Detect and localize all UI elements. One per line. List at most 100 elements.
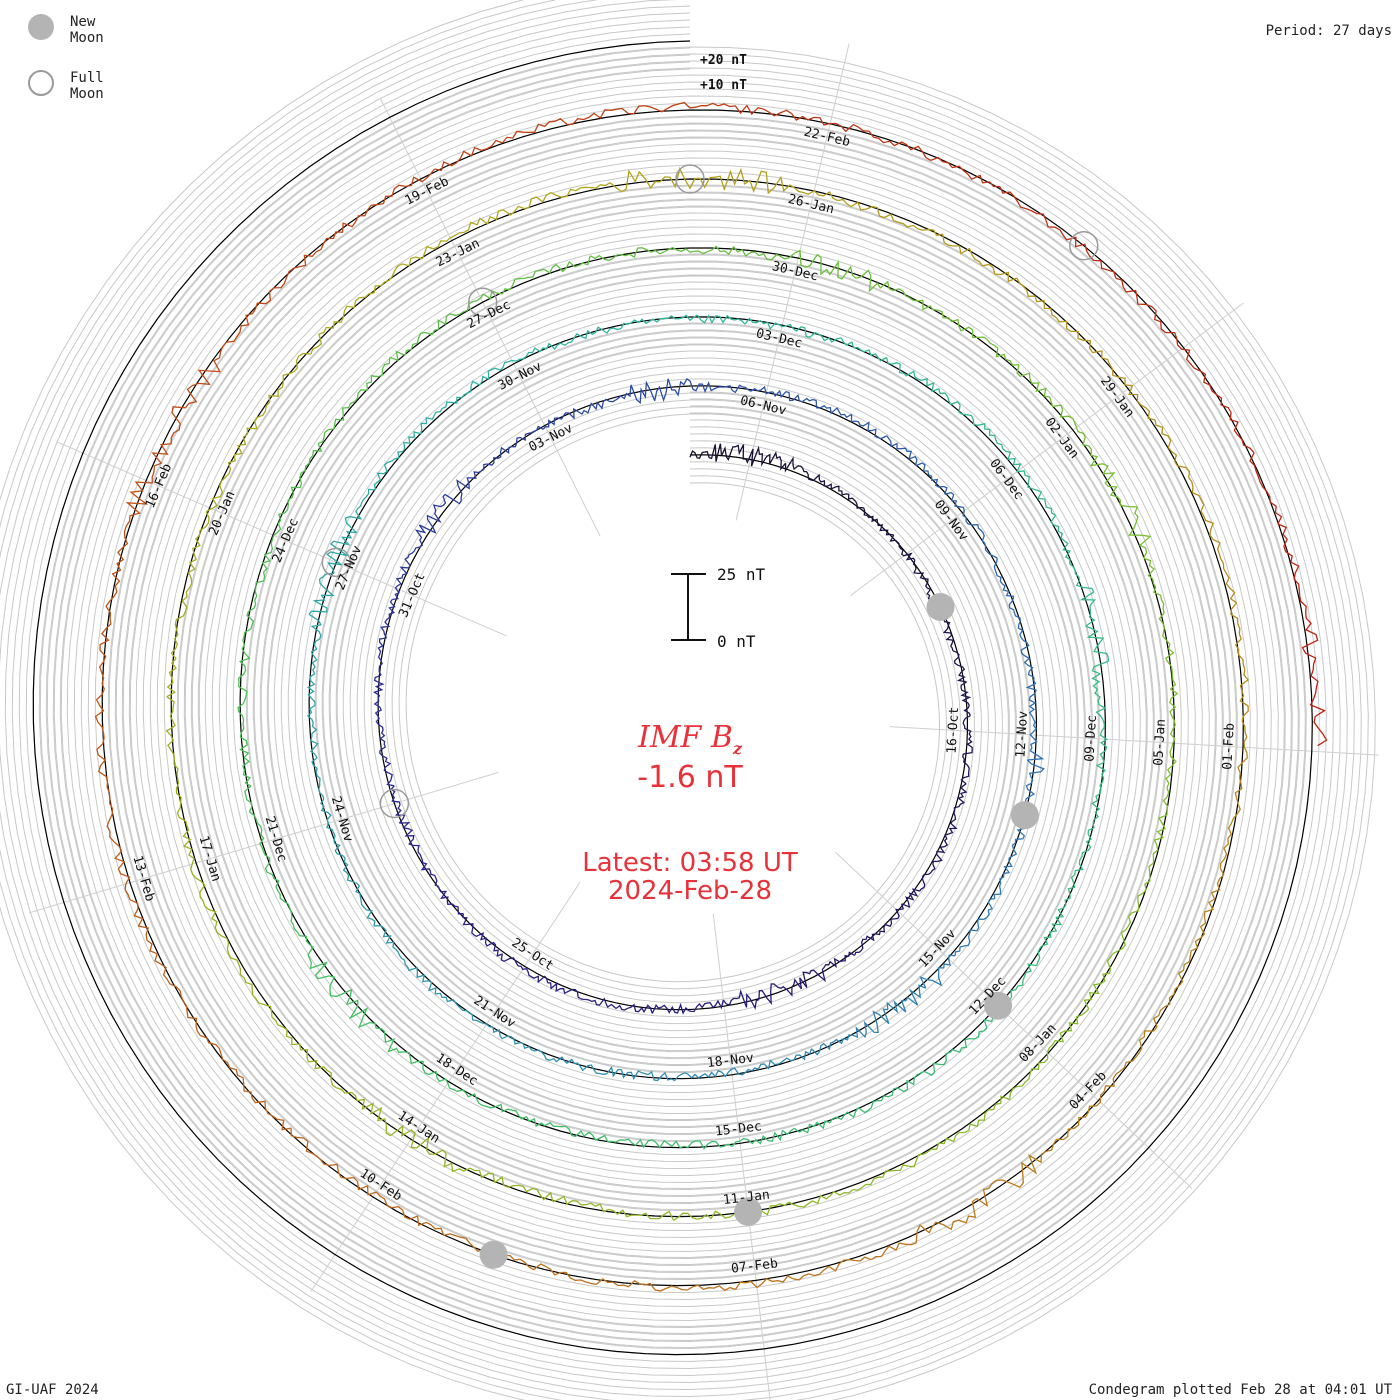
date-label: 06-Nov xyxy=(739,393,788,418)
center-value: -1.6 nT xyxy=(637,760,743,795)
grid-ring xyxy=(0,0,1355,1398)
latest-date: 2024-Feb-28 xyxy=(607,876,773,906)
series-trace-segment xyxy=(252,994,293,1045)
series-trace-segment xyxy=(290,911,314,963)
series-trace-segment xyxy=(547,982,582,1000)
series-trace-segment xyxy=(1112,900,1140,955)
series-trace-segment xyxy=(966,414,1004,449)
series-trace-segment xyxy=(1277,523,1301,596)
series-trace-segment xyxy=(615,1003,653,1014)
series-trace-segment xyxy=(494,1176,554,1202)
series-trace-segment xyxy=(291,1043,337,1089)
series-trace-segment xyxy=(840,337,887,362)
series-trace-segment xyxy=(758,249,819,268)
series-trace-segment xyxy=(1020,637,1035,678)
series-trace-segment xyxy=(1027,718,1045,761)
series-trace-segment xyxy=(270,493,295,544)
series-trace-segment xyxy=(837,198,899,223)
date-label: 09-Dec xyxy=(1082,715,1100,763)
series-trace-segment xyxy=(268,352,311,403)
series-trace-segment xyxy=(931,1187,990,1231)
new-moon-marker xyxy=(479,1240,508,1269)
series-trace-segment xyxy=(908,1132,960,1168)
series-trace-segment xyxy=(171,357,221,413)
series-trace-segment xyxy=(885,357,928,386)
data-series xyxy=(94,101,1328,1292)
series-trace-segment xyxy=(290,443,323,494)
series-trace-segment xyxy=(1213,539,1237,604)
series-trace-segment xyxy=(372,674,385,714)
series-trace-segment xyxy=(1025,677,1037,720)
series-trace-segment xyxy=(959,1095,1010,1134)
series-trace-segment xyxy=(665,1284,736,1292)
series-trace-segment xyxy=(651,1002,690,1015)
series-trace-segment xyxy=(290,1128,342,1178)
series-trace-segment xyxy=(1009,1052,1049,1100)
series-trace-segment xyxy=(580,169,646,193)
series-trace-segment xyxy=(879,903,905,933)
moon-markers xyxy=(321,164,1099,1269)
series-trace-segment xyxy=(1083,953,1114,1010)
date-label: 15-Nov xyxy=(916,926,959,971)
series-trace-segment xyxy=(641,1070,686,1082)
series-trace-segment xyxy=(346,999,387,1043)
series-trace-segment xyxy=(646,246,704,255)
series-trace-segment xyxy=(1016,277,1067,323)
series-trace-segment xyxy=(182,820,202,882)
series-trace-segment xyxy=(732,384,774,395)
series-trace-segment xyxy=(476,1098,527,1120)
footer-credit: GI-UAF 2024 xyxy=(6,1382,99,1398)
full-moon-icon xyxy=(28,70,54,96)
full-moon-marker xyxy=(1069,230,1099,261)
series-trace-segment xyxy=(832,1099,882,1121)
radial-gridline xyxy=(310,881,581,1292)
series-trace-segment xyxy=(962,715,973,751)
center-title-subscript: z xyxy=(732,739,743,758)
series-trace-segment xyxy=(248,811,271,863)
series-trace-segment xyxy=(160,963,198,1026)
legend-full-moon-label: Full Moon xyxy=(70,70,104,102)
series-trace-segment xyxy=(109,831,131,901)
series-trace-segment xyxy=(1002,448,1033,490)
series-trace-segment xyxy=(98,618,112,690)
series-trace-segment xyxy=(478,446,510,474)
series-trace-segment xyxy=(237,703,250,759)
series-trace-segment xyxy=(596,1065,642,1081)
series-trace-segment xyxy=(377,637,387,676)
series-trace-segment xyxy=(1091,773,1105,824)
grid-ring xyxy=(0,0,1362,1400)
series-trace-segment xyxy=(1309,669,1328,747)
series-trace-segment xyxy=(166,634,179,698)
series-trace-segment xyxy=(791,113,864,133)
series-trace-segment xyxy=(234,401,271,456)
series-trace-segment xyxy=(720,444,754,467)
grid-ring xyxy=(0,0,1369,1400)
date-label: 03-Nov xyxy=(527,421,576,456)
series-trace-segment xyxy=(326,530,357,574)
zero-spiral xyxy=(32,40,1313,1356)
center-title: IMF Bz xyxy=(490,720,890,758)
series-trace-segment xyxy=(595,1278,667,1292)
date-label: 20-Jan xyxy=(206,489,238,538)
series-trace-segment xyxy=(572,105,645,125)
date-label: 11-Jan xyxy=(722,1188,770,1208)
series-trace-segment xyxy=(1199,868,1225,935)
series-trace-segment xyxy=(484,941,518,964)
series-trace-segment xyxy=(750,445,787,471)
series-trace-segment xyxy=(952,650,967,683)
grid-ring xyxy=(53,61,1292,1335)
radial-gridline xyxy=(835,851,1193,1189)
series-trace-segment xyxy=(1230,602,1246,670)
series-trace-segment xyxy=(1055,870,1076,918)
period-label: Period: 27 days xyxy=(1265,23,1392,39)
series-trace-segment xyxy=(1059,404,1093,456)
series-trace-segment xyxy=(926,381,967,416)
series-trace-segment xyxy=(924,1039,967,1076)
series-trace-segment xyxy=(1115,277,1167,334)
radial-gridline xyxy=(712,913,771,1400)
series-trace-segment xyxy=(999,186,1061,231)
date-label: 16-Feb xyxy=(143,461,175,510)
series-trace-segment xyxy=(121,481,153,549)
